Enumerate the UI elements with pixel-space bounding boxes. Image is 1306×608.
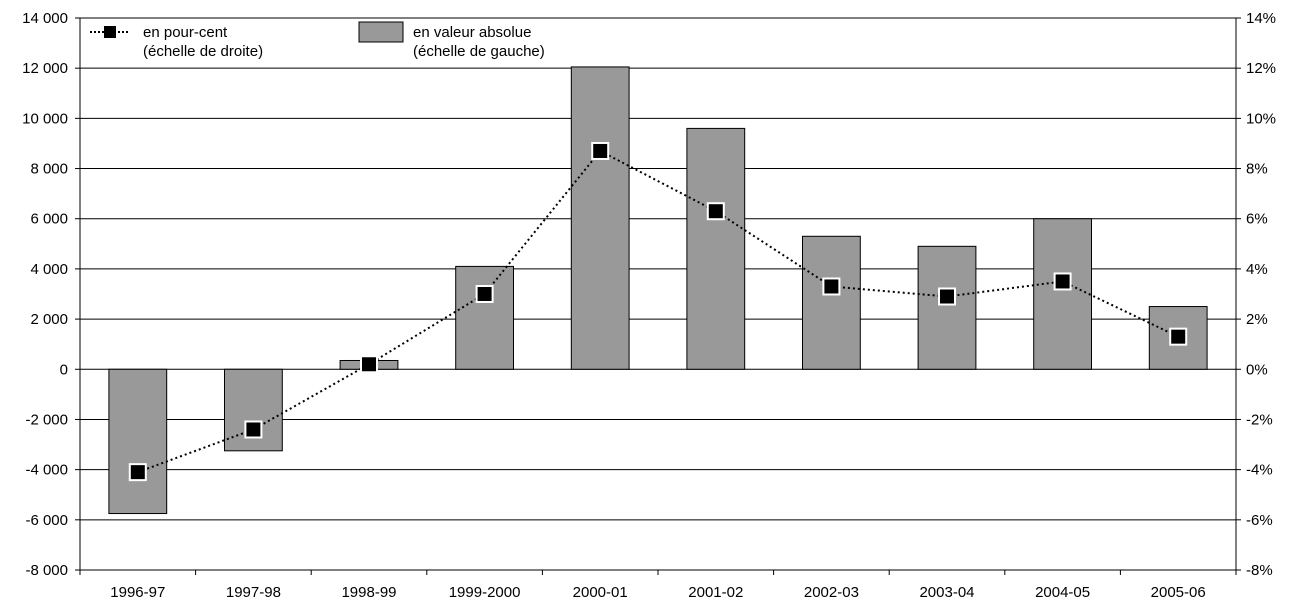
y-tick-label: 12 000 — [22, 60, 68, 77]
tick-labels: 14 000 12 000 10 000 8 000 6 000 4 000 2 000 0 -… — [22, 10, 1276, 601]
y2-tick-label: -6% — [1246, 512, 1273, 529]
legend-line-marker — [104, 26, 116, 38]
axes — [75, 17, 1241, 575]
line-percent — [137, 149, 1179, 474]
x-tick-label: 2002-03 — [804, 584, 859, 601]
x-tick-label: 1998-99 — [341, 584, 396, 601]
x-tick-label: 2000-01 — [573, 584, 628, 601]
bar-2003-04 — [917, 245, 977, 370]
legend-bar-swatch — [358, 21, 404, 43]
y2-tick-label: 12% — [1246, 60, 1276, 77]
x-tick-label: 2005-06 — [1151, 584, 1206, 601]
y-tick-label: -4 000 — [25, 462, 68, 479]
point-1998-99 — [360, 355, 378, 374]
point-1999-2000 — [475, 285, 494, 303]
bar-1997-98 — [224, 368, 283, 452]
x-tick-label: 1996-97 — [110, 584, 165, 601]
y2-tick-label: 0% — [1246, 361, 1268, 378]
y2-tick-label: 4% — [1246, 261, 1268, 278]
bar-1999-2000 — [455, 265, 515, 370]
point-2000-01 — [591, 141, 610, 160]
y2-tick-label: -2% — [1246, 411, 1273, 428]
y-tick-label: 8 000 — [30, 161, 68, 178]
y-tick-label: 4 000 — [30, 261, 68, 278]
bar-2000-01 — [570, 66, 630, 370]
point-2001-02 — [706, 202, 725, 221]
y2-tick-label: 10% — [1246, 110, 1276, 127]
y-tick-label: -8 000 — [25, 562, 68, 579]
line-series — [128, 141, 1188, 482]
point-1997-98 — [244, 420, 263, 439]
x-tick-label: 2004-05 — [1035, 584, 1090, 601]
y-tick-label: 10 000 — [22, 110, 68, 127]
y-tick-label: 2 000 — [30, 311, 68, 328]
point-1996-97 — [128, 463, 147, 482]
legend-entry-line: en pour-cent (échelle de droite) — [90, 24, 263, 60]
y-tick-label: 0 — [60, 361, 68, 378]
y2-tick-label: 8% — [1246, 161, 1268, 178]
x-tick-label: 2001-02 — [688, 584, 743, 601]
point-2005-06 — [1169, 327, 1188, 346]
legend-line-note: (échelle de droite) — [143, 43, 263, 60]
point-2003-04 — [938, 287, 956, 306]
y2-tick-label: 6% — [1246, 211, 1268, 228]
point-2002-03 — [822, 277, 841, 296]
legend: en pour-cent (échelle de droite) en vale… — [90, 21, 545, 60]
x-tick-label: 1997-98 — [226, 584, 281, 601]
y2-tick-label: 14% — [1246, 10, 1276, 27]
legend-line-label: en pour-cent — [143, 24, 228, 41]
y2-tick-label: -8% — [1246, 562, 1273, 579]
x-tick-label: 1999-2000 — [449, 584, 521, 601]
bar-2001-02 — [686, 127, 746, 370]
bar-1996-97 — [108, 368, 168, 515]
x-tick-label: 2003-04 — [919, 584, 974, 601]
y-tick-label: 6 000 — [30, 211, 68, 228]
legend-bar-note: (échelle de gauche) — [413, 43, 545, 60]
legend-bar-label: en valeur absolue — [413, 24, 531, 41]
bar-2004-05 — [1033, 218, 1092, 370]
y-tick-label: -2 000 — [25, 411, 68, 428]
point-2004-05 — [1053, 272, 1072, 291]
y2-tick-label: -4% — [1246, 462, 1273, 479]
bar-2002-03 — [802, 235, 861, 370]
legend-entry-bar: en valeur absolue (échelle de gauche) — [358, 21, 545, 60]
y2-tick-label: 2% — [1246, 311, 1268, 328]
y-tick-label: -6 000 — [25, 512, 68, 529]
bar-series — [108, 66, 1208, 515]
y-tick-label: 14 000 — [22, 10, 68, 27]
